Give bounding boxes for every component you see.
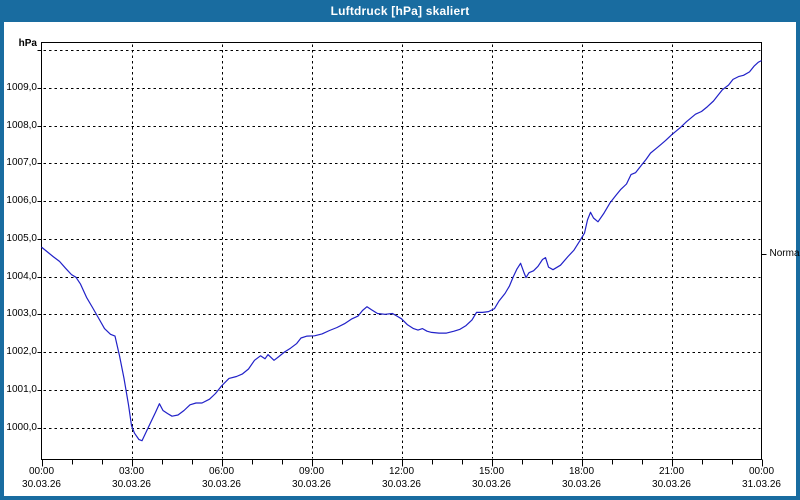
x-axis-tick-label: 21:00 30.03.26 [632, 465, 712, 491]
x-axis-date: 30.03.26 [652, 479, 691, 490]
x-axis-time: 00:00 [748, 466, 775, 477]
y-axis-unit-label: hPa [18, 38, 37, 49]
x-axis-tick-label: 06:00 30.03.26 [182, 465, 262, 491]
x-axis-time: 21:00 [658, 466, 685, 477]
x-axis-time: 12:00 [388, 466, 415, 477]
x-axis-time: 06:00 [208, 466, 235, 477]
y-axis-tick-label: 1003,0 [6, 308, 37, 320]
x-axis-time: 00:00 [28, 466, 55, 477]
x-axis-date: 30.03.26 [382, 479, 421, 490]
y-axis-tick-label: 1008,0 [6, 119, 37, 131]
y-axis-tick-label: 1002,0 [6, 346, 37, 357]
window-title: Luftdruck [hPa] skaliert [330, 4, 470, 18]
y-axis-tick-label: 1001,0 [6, 383, 37, 395]
chart-panel: hPa 1009,0 1008,0 1007,0 1006,0 1005,0 1… [2, 22, 800, 496]
y-axis-tick-label: 1007,0 [6, 157, 37, 169]
x-axis-tick-label: 00:00 31.03.26 [722, 465, 800, 491]
normal-pressure-annotation: Normal [769, 247, 800, 259]
pressure-line-chart [37, 42, 767, 467]
y-axis-tick-label: 1000,0 [6, 421, 37, 433]
y-axis-tick-label: 1006,0 [6, 195, 37, 206]
x-axis-time: 18:00 [568, 466, 595, 477]
x-axis-time: 03:00 [118, 466, 145, 477]
x-axis-date: 30.03.26 [112, 479, 151, 490]
x-axis-date: 30.03.26 [22, 479, 61, 490]
x-axis-tick-label: 03:00 30.03.26 [92, 465, 172, 491]
x-axis-tick-label: 18:00 30.03.26 [542, 465, 622, 491]
y-axis-tick-label: 1009,0 [6, 81, 37, 93]
y-axis-tick-label: 1005,0 [6, 232, 37, 244]
x-axis-date: 30.03.26 [202, 479, 241, 490]
x-axis-date: 30.03.26 [562, 479, 601, 490]
x-axis-tick-label: 15:00 30.03.26 [452, 465, 532, 491]
y-axis-tick-label: 1004,0 [6, 270, 37, 282]
window-titlebar: Luftdruck [hPa] skaliert [0, 0, 800, 22]
x-axis-time: 15:00 [478, 466, 505, 477]
x-axis-date: 30.03.26 [472, 479, 511, 490]
x-axis-time: 09:00 [298, 466, 325, 477]
x-axis-tick-label: 00:00 30.03.26 [2, 465, 82, 491]
x-axis-tick-label: 09:00 30.03.26 [272, 465, 352, 491]
x-axis-date: 31.03.26 [742, 479, 781, 490]
x-axis-tick-label: 12:00 30.03.26 [362, 465, 442, 491]
x-axis-date: 30.03.26 [292, 479, 331, 490]
